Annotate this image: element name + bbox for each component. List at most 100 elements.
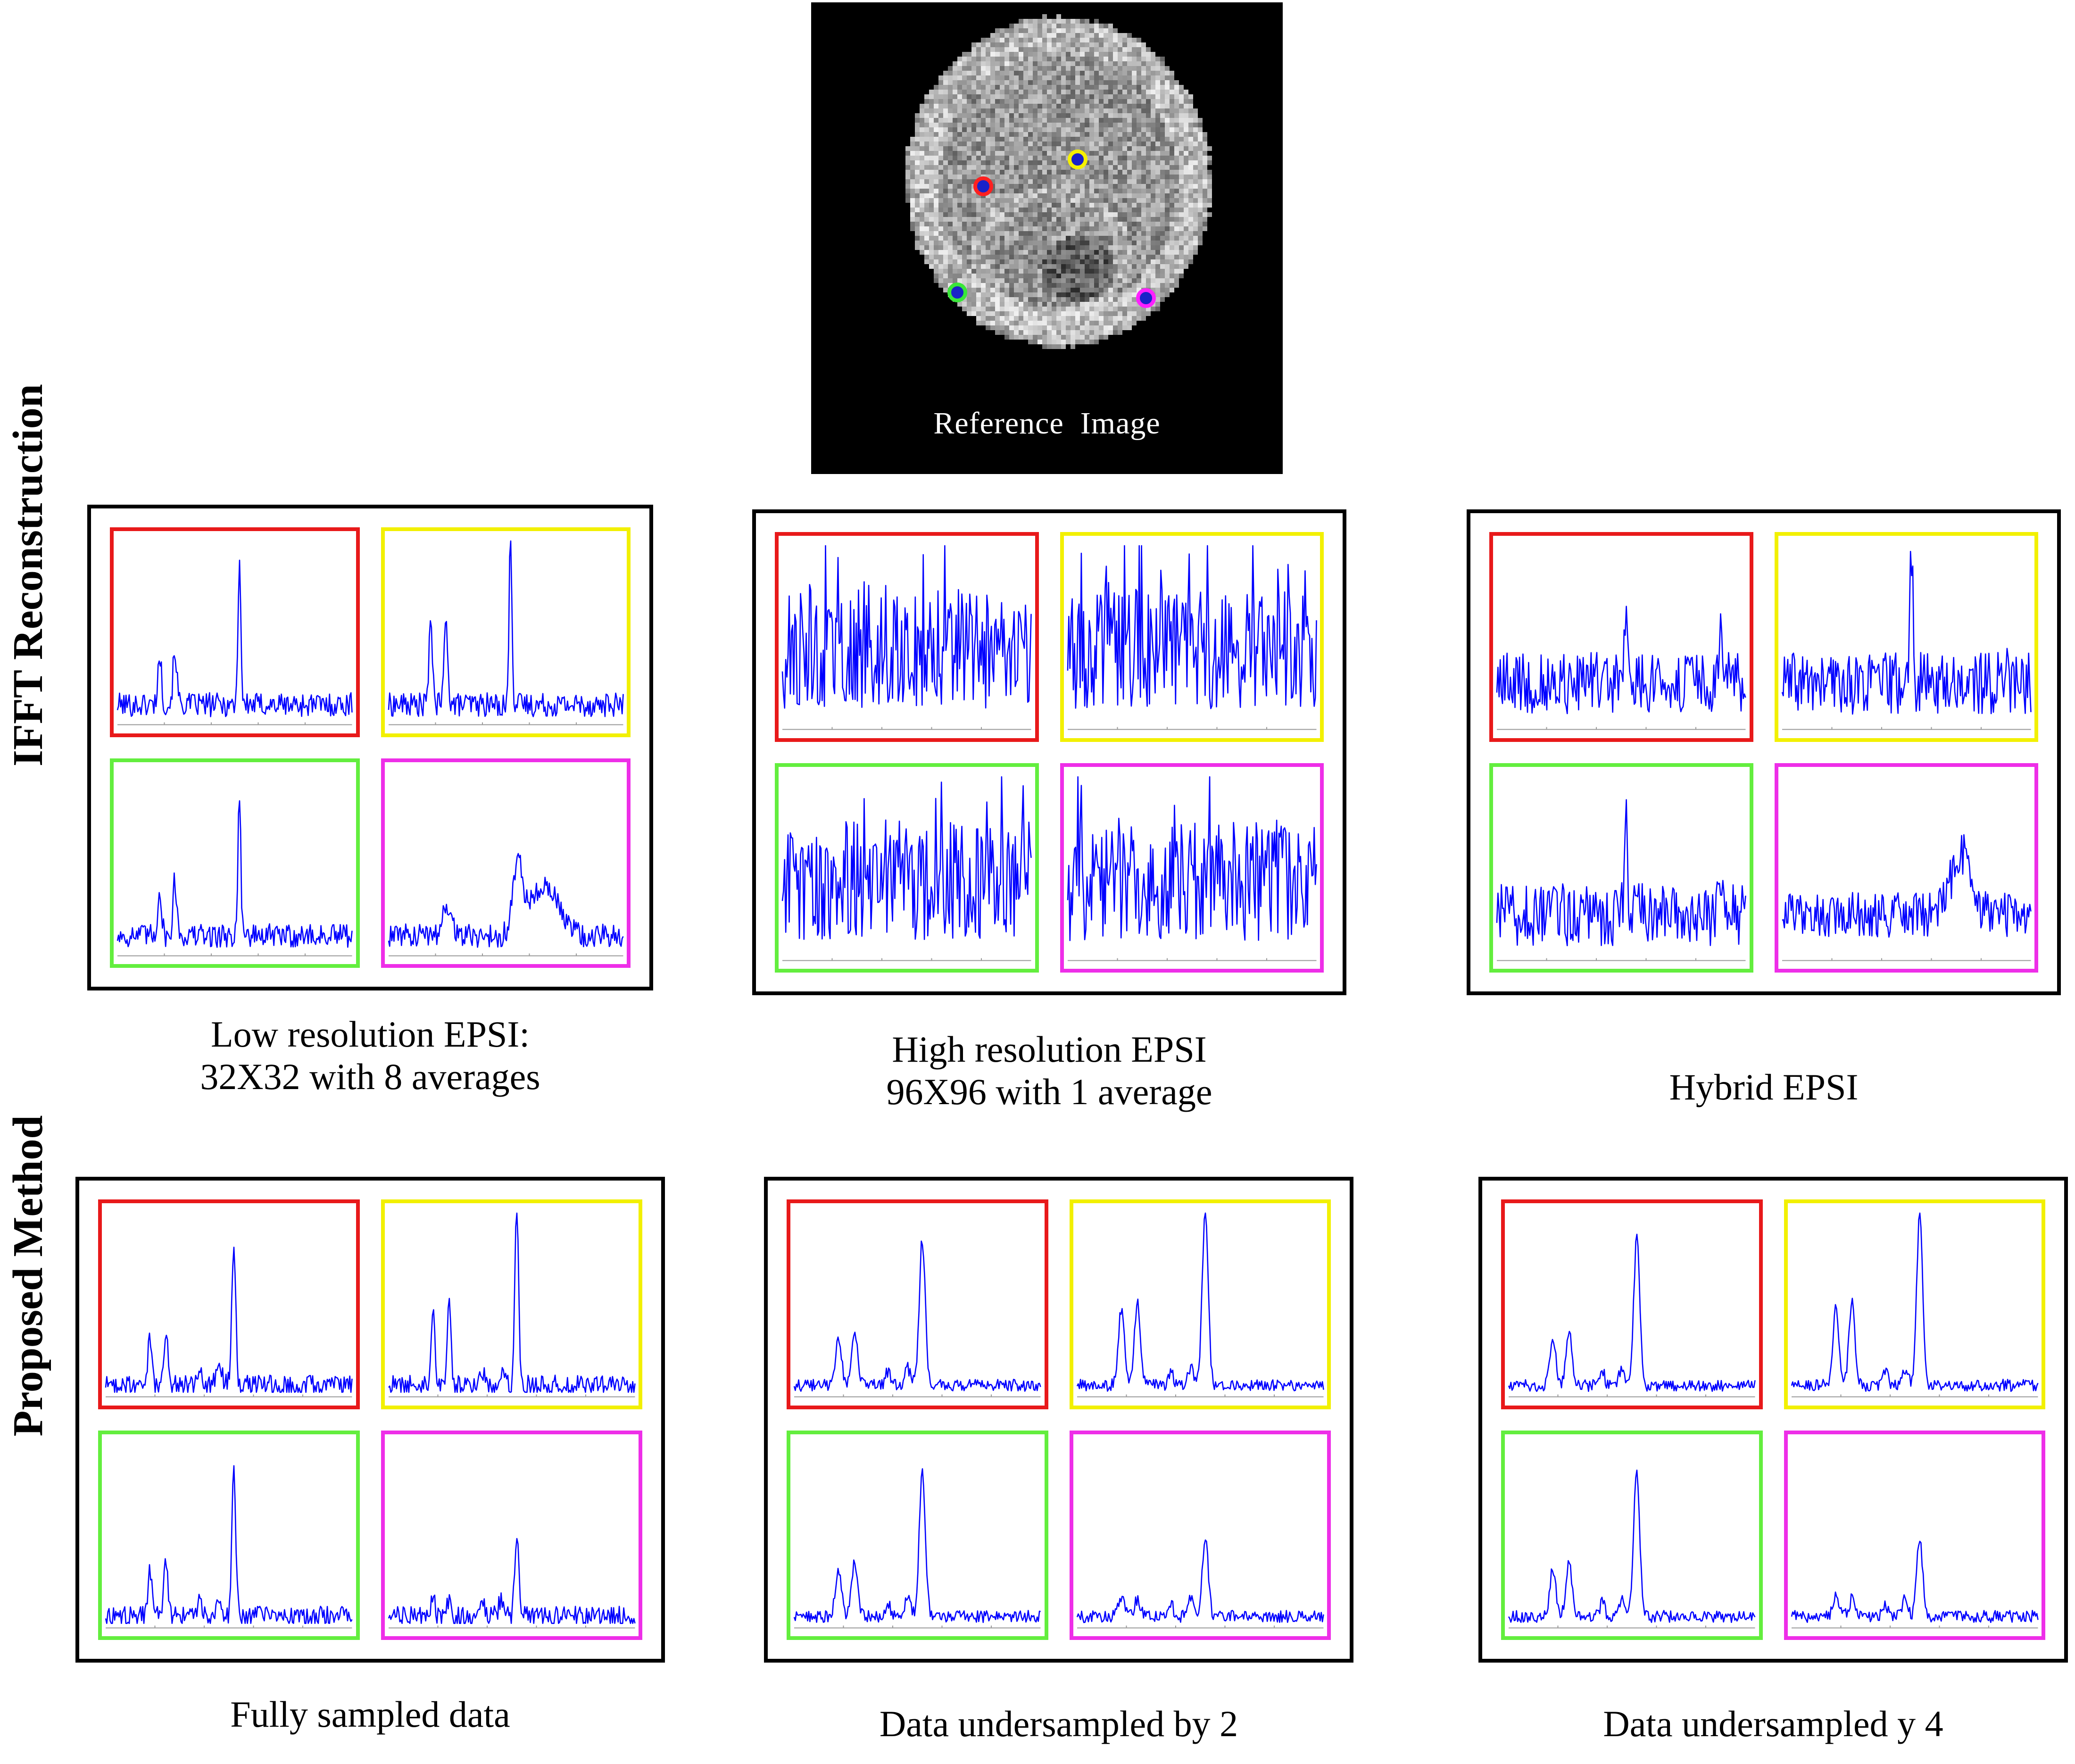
spectrum-trace	[1791, 1212, 2039, 1392]
reference-image: Reference Image	[811, 2, 1283, 474]
spectrum-red	[1501, 1199, 1763, 1409]
spectrum-yellow	[1774, 532, 2038, 742]
spectrum-trace	[116, 559, 353, 717]
spectrum-trace	[388, 852, 624, 948]
spectrum-trace	[116, 800, 353, 948]
row-label-ifft: IFFT Reconstruction	[5, 384, 51, 766]
spectrum-trace	[1076, 1539, 1324, 1623]
spectrum-yellow	[1069, 1199, 1331, 1409]
spectrum-green	[1489, 763, 1753, 973]
spectrum-plot	[1781, 550, 2032, 730]
row-label-proposed: Proposed Method	[5, 1115, 51, 1437]
marker-yellow	[1068, 150, 1087, 169]
marker-magenta	[1136, 288, 1156, 308]
spectrum-plot	[1067, 776, 1317, 961]
caption-fully-sampled: Fully sampled data	[75, 1693, 665, 1736]
spectrum-plot	[1791, 1540, 2039, 1628]
spectrum-green	[1501, 1430, 1763, 1640]
spectrum-plot	[781, 545, 1032, 730]
spectrum-plot	[388, 1538, 636, 1628]
spectrum-green	[110, 758, 360, 968]
caption-undersampled-2: Data undersampled by 2	[764, 1703, 1353, 1745]
spectrum-magenta	[1784, 1430, 2045, 1640]
spectrum-trace	[1781, 550, 2032, 715]
spectrum-trace	[793, 1240, 1041, 1392]
spectrum-plot	[1496, 799, 1746, 961]
marker-green	[947, 283, 967, 302]
panel-fully-sampled	[75, 1177, 665, 1663]
spectrum-plot	[105, 1247, 353, 1398]
spectrum-magenta	[381, 758, 631, 968]
spectrum-red	[775, 532, 1039, 742]
spectrum-plot	[388, 852, 624, 956]
caption-hybrid: Hybrid EPSI	[1467, 1066, 2061, 1108]
panel-undersampled-2	[764, 1177, 1353, 1663]
spectrum-plot	[105, 1464, 353, 1628]
spectrum-yellow	[381, 527, 631, 737]
spectrum-trace	[1067, 545, 1317, 709]
panel-undersampled-4	[1478, 1177, 2068, 1663]
spectrum-trace	[1508, 1233, 1756, 1392]
spectrum-plot	[1508, 1233, 1756, 1398]
spectrum-red	[787, 1199, 1048, 1409]
spectrum-yellow	[1060, 532, 1324, 742]
spectrum-green	[98, 1430, 360, 1640]
spectrum-plot	[388, 1212, 636, 1398]
spectrum-plot	[1076, 1539, 1324, 1628]
brain-scan-image	[905, 14, 1212, 349]
spectrum-plot	[1791, 1212, 2039, 1398]
spectrum-trace	[388, 1212, 636, 1393]
reference-image-caption: Reference Image	[933, 406, 1161, 441]
spectrum-yellow	[381, 1199, 642, 1409]
caption-line: Hybrid EPSI	[1669, 1066, 1859, 1107]
spectrum-green	[787, 1430, 1048, 1640]
spectrum-plot	[793, 1240, 1041, 1398]
spectrum-plot	[1076, 1212, 1324, 1398]
marker-red	[973, 176, 993, 196]
spectrum-plot	[116, 559, 353, 725]
panel-high-res	[752, 509, 1346, 995]
spectrum-trace	[781, 776, 1032, 940]
spectrum-trace	[1067, 776, 1317, 941]
spectrum-red	[98, 1199, 360, 1409]
spectrum-trace	[1781, 834, 2032, 938]
caption-line: Low resolution EPSI:	[211, 1014, 530, 1055]
spectrum-red	[1489, 532, 1753, 742]
caption-high-res: High resolution EPSI 96X96 with 1 averag…	[752, 1028, 1346, 1113]
caption-low-res: Low resolution EPSI: 32X32 with 8 averag…	[87, 1013, 653, 1098]
caption-line: 32X32 with 8 averages	[200, 1056, 540, 1097]
caption-line: 96X96 with 1 average	[886, 1071, 1212, 1112]
spectrum-plot	[793, 1468, 1041, 1628]
caption-line: Fully sampled data	[230, 1694, 510, 1735]
spectrum-plot	[116, 800, 353, 956]
caption-undersampled-4: Data undersampled y 4	[1478, 1703, 2068, 1745]
panel-hybrid	[1467, 509, 2061, 995]
spectrum-plot	[1496, 606, 1746, 730]
spectrum-plot	[781, 776, 1032, 961]
spectrum-red	[110, 527, 360, 737]
spectrum-trace	[1791, 1540, 2039, 1623]
spectrum-trace	[388, 540, 624, 717]
spectrum-trace	[793, 1468, 1041, 1623]
caption-line: Data undersampled y 4	[1603, 1703, 1943, 1744]
spectrum-plot	[1067, 545, 1317, 730]
spectrum-plot	[388, 540, 624, 725]
spectrum-magenta	[1060, 763, 1324, 973]
caption-line: Data undersampled by 2	[879, 1703, 1238, 1744]
caption-line: High resolution EPSI	[892, 1029, 1207, 1070]
spectrum-trace	[105, 1247, 353, 1393]
spectrum-trace	[1508, 1469, 1756, 1623]
spectrum-trace	[1496, 799, 1746, 946]
spectrum-trace	[105, 1464, 353, 1624]
spectrum-magenta	[1774, 763, 2038, 973]
spectrum-magenta	[381, 1430, 642, 1640]
spectrum-trace	[388, 1538, 636, 1624]
spectrum-plot	[1508, 1469, 1756, 1628]
spectrum-trace	[1496, 606, 1746, 715]
panel-low-res	[87, 505, 653, 990]
spectrum-yellow	[1784, 1199, 2045, 1409]
spectrum-magenta	[1069, 1430, 1331, 1640]
spectrum-trace	[781, 545, 1032, 709]
spectrum-plot	[1781, 834, 2032, 961]
spectrum-trace	[1076, 1212, 1324, 1392]
